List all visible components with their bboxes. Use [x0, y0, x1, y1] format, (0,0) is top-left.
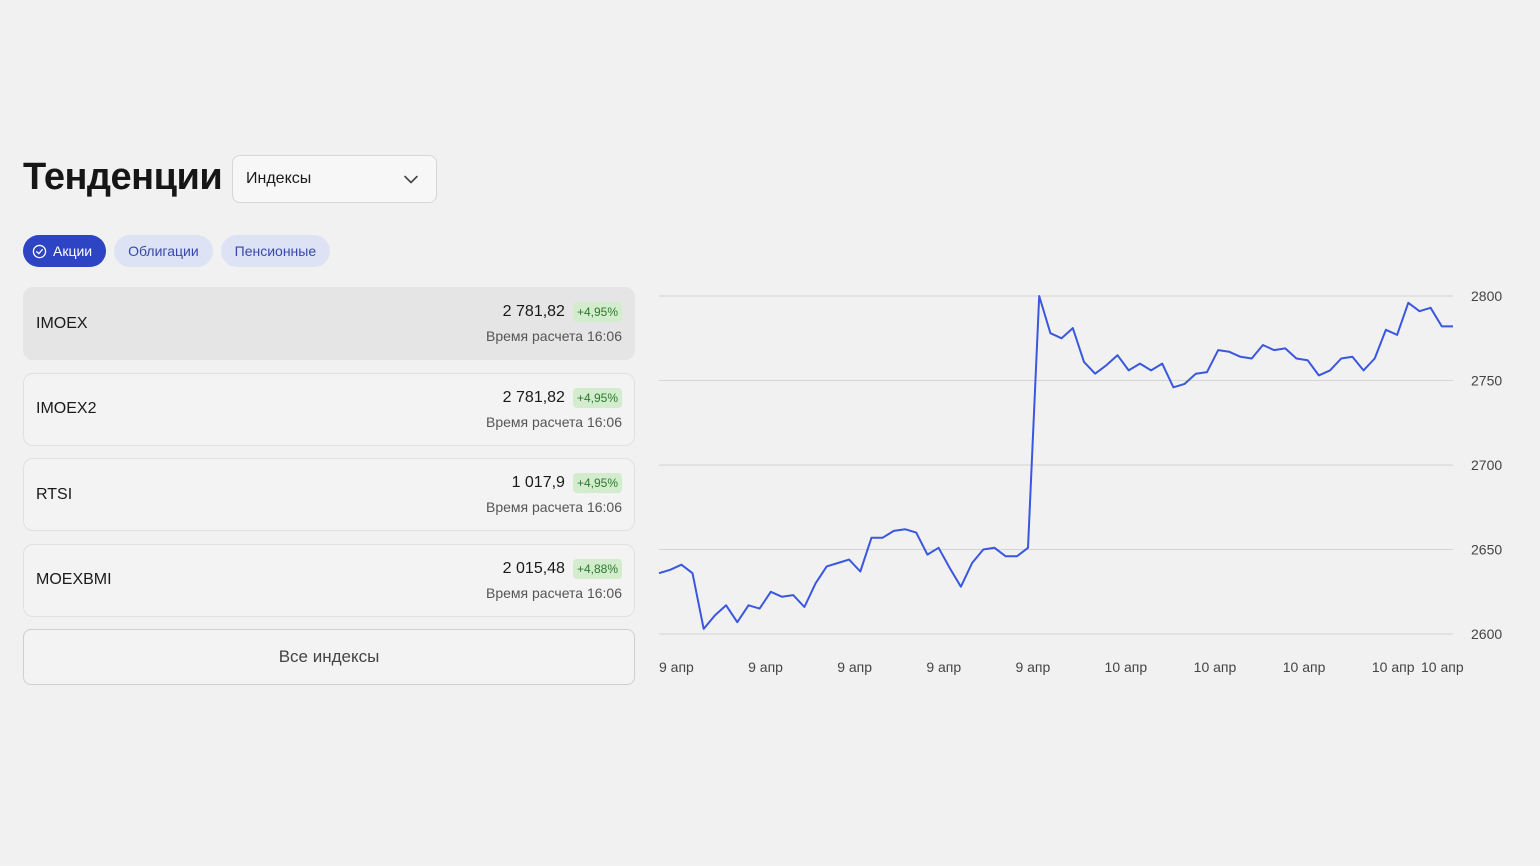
check-circle-icon	[32, 244, 47, 258]
x-tick-label: 9 апр	[1015, 659, 1050, 675]
series-line	[658, 295, 1453, 630]
index-card-rtsi[interactable]: RTSI 1 017,9 +4,95% Время расчета 16:06	[23, 458, 635, 531]
index-name: RTSI	[36, 485, 73, 503]
index-name: IMOEX	[36, 314, 88, 332]
calc-time: Время расчета 16:06	[485, 584, 622, 601]
x-tick-label: 9 апр	[659, 659, 694, 675]
index-card-moexbmi[interactable]: MOEXBMI 2 015,48 +4,88% Время расчета 16…	[23, 543, 635, 617]
x-tick-label: 10 апр	[1283, 659, 1326, 675]
index-type-select[interactable]: Индексы	[232, 155, 437, 203]
index-price: 1 017,9	[511, 474, 565, 491]
calc-time: Время расчета 16:06	[485, 413, 622, 430]
index-name: MOEXBMI	[36, 571, 112, 588]
chip-bonds[interactable]: Облигации	[114, 235, 213, 267]
all-indices-button[interactable]: Все индексы	[23, 629, 635, 685]
index-price: 2 015,48	[502, 559, 565, 577]
chip-pension[interactable]: Пенсионные	[220, 235, 331, 267]
chip-label: Пенсионные	[234, 243, 317, 259]
x-tick-label: 9 апр	[926, 659, 961, 675]
category-chips: Акции Облигации Пенсионные	[23, 235, 331, 267]
x-tick-label: 9 апр	[837, 659, 872, 675]
change-badge: +4,95%	[572, 473, 622, 493]
index-price: 2 781,82	[502, 303, 565, 320]
x-tick-label: 10 апр	[1421, 659, 1464, 675]
index-list: IMOEX 2 781,82 +4,95% Время расчета 16:0…	[23, 287, 635, 685]
select-value: Индексы	[246, 170, 312, 187]
index-price: 2 781,82	[502, 388, 565, 406]
change-badge: +4,95%	[572, 387, 622, 408]
chevron-down-icon	[404, 175, 418, 184]
calc-time: Время расчета 16:06	[485, 499, 622, 515]
change-badge: +4,95%	[572, 302, 622, 322]
index-name: IMOEX2	[36, 400, 97, 417]
y-tick-label: 2700	[1471, 457, 1502, 473]
chip-label: Акции	[53, 243, 93, 259]
x-tick-label: 10 апр	[1105, 659, 1148, 675]
y-tick-label: 2650	[1471, 542, 1502, 558]
x-tick-label: 9 апр	[748, 659, 783, 675]
x-tick-label: 10 апр	[1194, 659, 1237, 675]
index-card-imoex[interactable]: IMOEX 2 781,82 +4,95% Время расчета 16:0…	[23, 287, 635, 360]
chip-label: Облигации	[128, 243, 199, 259]
change-badge: +4,88%	[572, 558, 622, 579]
x-tick-label: 10 апр	[1372, 659, 1415, 675]
y-tick-label: 2800	[1471, 288, 1502, 304]
y-tick-label: 2600	[1471, 626, 1502, 642]
chip-stocks[interactable]: Акции	[23, 235, 107, 267]
index-line-chart: 2800 2750 2700 2650 2600 9 апр 9 апр 9 апр 9 апр…	[658, 288, 1502, 675]
page-title: Тенденции	[23, 156, 223, 198]
index-card-imoex2[interactable]: IMOEX2 2 781,82 +4,95% Время расчета 16:…	[23, 372, 635, 446]
y-tick-label: 2750	[1471, 373, 1502, 389]
calc-time: Время расчета 16:06	[485, 328, 622, 344]
